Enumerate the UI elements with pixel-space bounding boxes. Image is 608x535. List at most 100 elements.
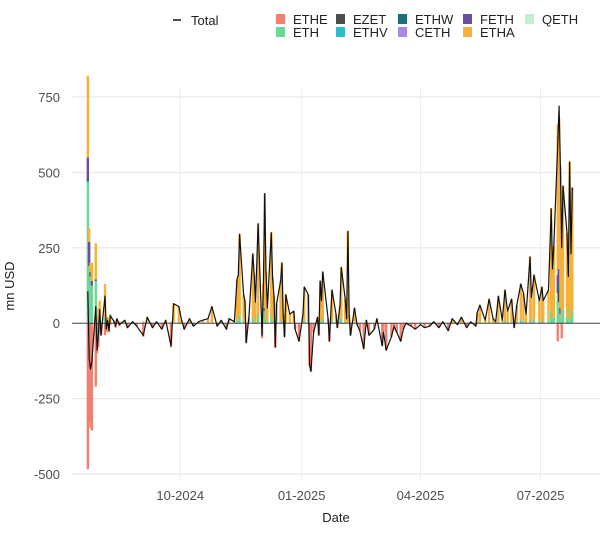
x-tick-label: 10-2024 bbox=[156, 488, 204, 503]
bar-segment-etha bbox=[340, 267, 343, 319]
bar-segment-ethe bbox=[151, 323, 154, 328]
bar-segment-ethe bbox=[135, 323, 138, 327]
bar-segment-etha bbox=[522, 293, 525, 321]
x-tick-label: 07-2025 bbox=[517, 488, 565, 503]
bar-segment-feth bbox=[263, 308, 266, 312]
bar-segment-etha bbox=[201, 320, 204, 324]
bar-segment-ethe bbox=[395, 323, 398, 333]
legend-key-qeth bbox=[525, 14, 534, 24]
bar-segment-eth bbox=[242, 320, 245, 324]
bar-segment-etha bbox=[506, 311, 509, 324]
bar-segment-etha bbox=[345, 318, 348, 324]
legend-key-ethw bbox=[398, 14, 407, 24]
bar-segment-etha bbox=[233, 321, 236, 324]
bar-segment-eth bbox=[89, 276, 92, 324]
bar-segment-etha bbox=[301, 314, 305, 324]
bar-segment-etha bbox=[251, 253, 255, 318]
bar-segment-ethe bbox=[410, 323, 413, 327]
bar-segment-etha bbox=[353, 308, 356, 324]
bar-segment-eth bbox=[487, 321, 491, 324]
bar-segment-etha bbox=[532, 274, 536, 319]
bar-segment-ethe bbox=[447, 323, 450, 331]
bar-segment-eth bbox=[86, 181, 90, 324]
bar-segment-ethe bbox=[169, 323, 173, 348]
bar-segment-eth bbox=[552, 317, 555, 324]
bar-segment-eth bbox=[497, 321, 500, 324]
bar-segment-ethe bbox=[225, 323, 228, 330]
bar-segment-etha bbox=[169, 321, 173, 324]
bar-segment-eth bbox=[478, 321, 482, 324]
bar-segment-etha bbox=[219, 320, 223, 324]
bar-segment-ethe bbox=[362, 323, 365, 349]
bar-segment-ethe bbox=[90, 323, 93, 431]
bar-segment-ethe bbox=[402, 323, 405, 330]
bar-segment-etha bbox=[503, 290, 507, 321]
y-tick-label: 500 bbox=[38, 165, 60, 180]
bar-segment-ethe bbox=[87, 323, 91, 422]
bar-segment-etha bbox=[557, 118, 561, 269]
bar-segment-ethe bbox=[423, 323, 426, 328]
legend-key-etha bbox=[463, 27, 472, 37]
bar-segment-ethw bbox=[557, 285, 561, 291]
bar-segment-eth bbox=[254, 321, 257, 324]
bar-segment-eth bbox=[243, 321, 247, 324]
bar-segment-eth bbox=[303, 320, 306, 324]
bar-segment-ethe bbox=[373, 323, 376, 330]
legend-label-ethw: ETHW bbox=[415, 12, 454, 27]
bar-segment-ethe bbox=[382, 323, 385, 333]
bar-segment-etha bbox=[264, 271, 268, 321]
bar-segment-eth bbox=[262, 320, 265, 324]
bar-segment-eth bbox=[503, 320, 507, 324]
bar-segment-etha bbox=[86, 75, 90, 158]
legend-label-qeth: QETH bbox=[542, 12, 578, 27]
bar-segment-eth bbox=[280, 318, 284, 324]
bar-segment-ethe bbox=[109, 323, 112, 325]
bar-segment-etha bbox=[99, 321, 103, 324]
bar-segment-etha bbox=[491, 318, 495, 324]
bar-segment-eth bbox=[318, 320, 322, 324]
bar-segment-feth bbox=[87, 241, 91, 266]
bar-segment-ethe bbox=[390, 323, 393, 337]
bar-segment-etha bbox=[242, 294, 245, 321]
bar-segment-eth bbox=[94, 280, 97, 324]
bar-segment-eth bbox=[515, 321, 519, 324]
bar-segment-etha bbox=[252, 274, 256, 321]
bar-segment-etha bbox=[565, 232, 569, 318]
total-line bbox=[87, 105, 573, 372]
bar-segment-etha bbox=[271, 277, 274, 321]
bar-segment-eth bbox=[177, 321, 181, 324]
bar-segment-etha bbox=[280, 262, 284, 319]
gridlines bbox=[72, 88, 600, 480]
bar-segment-etha bbox=[263, 193, 266, 309]
bar-segment-ethe bbox=[89, 323, 92, 428]
bar-segment-eth bbox=[565, 317, 569, 324]
bar-segment-feth bbox=[86, 157, 90, 179]
bar-segment-eth bbox=[538, 321, 541, 324]
bar-segment-etha bbox=[568, 161, 571, 307]
bar-segment-eth bbox=[279, 320, 282, 324]
bar-segment-eth bbox=[519, 320, 522, 324]
y-tick-label: -500 bbox=[34, 467, 60, 482]
bar-segment-etha bbox=[538, 300, 541, 322]
bar-segment-etha bbox=[270, 232, 273, 315]
bar-segment-eth bbox=[344, 321, 347, 324]
legend-key-eth bbox=[276, 27, 285, 37]
bar-segment-etha bbox=[87, 228, 91, 242]
legend: Total ETHE EZET ETHW FETH QETH ETH ETHV CETH ETHA bbox=[173, 12, 578, 40]
bar-segment-feth bbox=[89, 271, 92, 277]
bar-segment-ethe bbox=[399, 323, 402, 342]
bar-segment-etha bbox=[256, 223, 260, 315]
legend-label-total: Total bbox=[191, 13, 219, 28]
bar-segment-ethe bbox=[384, 323, 388, 351]
bar-segment-eth bbox=[559, 314, 562, 324]
bar-segment-etha bbox=[569, 253, 573, 319]
bar-segment-etha bbox=[344, 299, 347, 322]
bar-segment-ethw bbox=[86, 178, 90, 182]
bar-segment-etha bbox=[478, 305, 482, 322]
bar-segment-etha bbox=[515, 305, 519, 322]
bar-segment-ethe bbox=[183, 323, 186, 330]
bar-segment-etha bbox=[561, 186, 565, 310]
bar-segment-feth bbox=[556, 274, 559, 294]
bar-segment-eth bbox=[547, 320, 550, 324]
bar-segment-ethe bbox=[414, 323, 417, 330]
